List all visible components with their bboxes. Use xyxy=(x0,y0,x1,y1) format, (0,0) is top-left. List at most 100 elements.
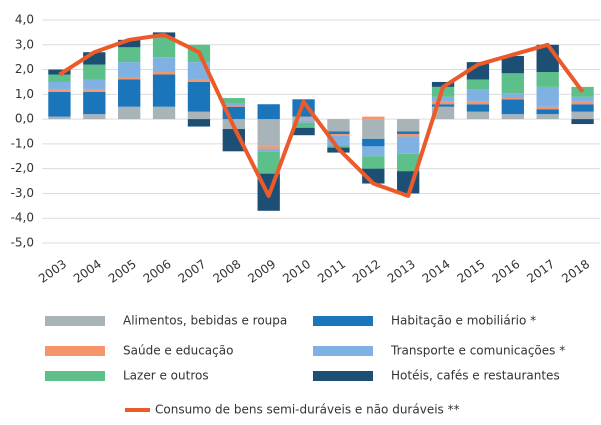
bar-segment xyxy=(118,79,141,107)
line-series xyxy=(58,32,585,198)
bar-segment xyxy=(397,119,420,132)
x-tick-label: 2009 xyxy=(245,257,278,286)
bar-segment xyxy=(536,86,559,107)
bar-segment xyxy=(187,79,211,82)
bar-segment xyxy=(257,119,280,147)
bar-segment xyxy=(83,79,106,90)
legend-swatch xyxy=(313,371,373,381)
bar-segment xyxy=(536,109,559,115)
bar-segment xyxy=(48,69,71,75)
bar-segment xyxy=(187,111,211,120)
x-tick-label: 2011 xyxy=(315,257,348,286)
legend-label: Habitação e mobiliário * xyxy=(391,314,536,328)
bar-segment xyxy=(536,114,559,120)
bar-segment xyxy=(222,98,245,104)
bar-segment xyxy=(466,104,490,112)
bar-segment xyxy=(152,74,176,107)
bar-segment xyxy=(257,146,280,149)
bar-segment xyxy=(466,111,490,120)
bar-segment xyxy=(327,131,350,134)
x-tick-label: 2016 xyxy=(489,257,522,286)
bar-segment xyxy=(397,133,420,137)
legend-swatch xyxy=(313,316,373,326)
bar-segment xyxy=(501,93,524,99)
bar-segment xyxy=(187,81,211,112)
legend-label: Transporte e comunicações * xyxy=(390,344,565,358)
bar-segment xyxy=(292,119,315,121)
bar-segment xyxy=(501,99,524,115)
x-tick-label: 2014 xyxy=(420,257,453,286)
bar-segment xyxy=(571,104,594,112)
x-tick-label: 2007 xyxy=(176,257,209,286)
y-tick-label: 0,0 xyxy=(15,112,34,126)
bar-segment xyxy=(118,39,141,48)
bar-segment xyxy=(362,116,385,120)
bar-segment xyxy=(152,37,176,58)
bar-segment xyxy=(501,98,524,100)
bar-segment xyxy=(222,103,245,106)
bar-segment xyxy=(466,89,490,102)
bar-segment xyxy=(571,86,594,97)
bar-segment xyxy=(327,133,350,136)
bar-segment xyxy=(292,120,315,123)
bar-segment xyxy=(466,79,490,90)
bar-segment xyxy=(152,72,176,75)
bar-segment xyxy=(48,74,71,82)
bar-segment xyxy=(571,111,594,120)
y-tick-label: 4,0 xyxy=(15,13,34,27)
x-tick-label: 2015 xyxy=(455,257,488,286)
legend-label: Hotéis, cafés e restaurantes xyxy=(391,369,560,383)
bar-segment xyxy=(327,135,350,146)
bar-segment xyxy=(48,89,71,92)
bar-segment xyxy=(48,116,71,120)
bar-segment xyxy=(362,138,385,147)
legend-swatch xyxy=(313,346,373,356)
bar-segment xyxy=(431,96,455,102)
bar-segment xyxy=(431,104,455,107)
bar-segment xyxy=(536,106,559,110)
bar-segment xyxy=(431,81,455,87)
bar-segment xyxy=(466,101,490,105)
bar-segment xyxy=(362,119,385,139)
bar-segment xyxy=(501,55,524,74)
bar-segment xyxy=(152,57,176,73)
bar-segment xyxy=(571,119,594,125)
legend-label: Consumo de bens semi-duráveis e não durá… xyxy=(155,403,460,417)
legend-label: Lazer e outros xyxy=(123,369,209,383)
bar-segment xyxy=(83,91,106,115)
bar-segment xyxy=(118,106,141,120)
bar-segment xyxy=(501,73,524,94)
bar-segment xyxy=(257,151,280,174)
bar-segment xyxy=(118,47,141,63)
y-tick-label: -3,0 xyxy=(11,186,34,200)
bar-segment xyxy=(501,114,524,120)
bar-segment xyxy=(571,96,594,102)
bar-segment xyxy=(118,62,141,77)
bar-segment xyxy=(152,106,176,120)
y-tick-label: -4,0 xyxy=(11,211,34,225)
bar-segment xyxy=(362,146,385,157)
x-tick-label: 2017 xyxy=(524,257,557,286)
bar-segment xyxy=(257,104,280,120)
x-tick-label: 2012 xyxy=(350,257,383,286)
x-tick-label: 2004 xyxy=(71,257,104,286)
x-tick-label: 2005 xyxy=(106,257,139,286)
legend-swatch xyxy=(45,371,105,381)
x-tick-label: 2013 xyxy=(385,257,418,286)
bar-segment xyxy=(187,119,211,127)
x-tick-label: 2018 xyxy=(559,257,592,286)
y-tick-label: 1,0 xyxy=(15,87,34,101)
bar-segment xyxy=(83,64,106,80)
legend-swatch xyxy=(45,346,105,356)
bar-segment xyxy=(118,76,141,80)
bar-segment xyxy=(292,127,315,136)
bar-segment xyxy=(83,114,106,120)
y-tick-label: 2,0 xyxy=(15,62,34,76)
bar-segment xyxy=(362,156,385,169)
y-tick-label: -5,0 xyxy=(11,236,34,250)
bar-segment xyxy=(571,101,594,105)
x-tick-label: 2006 xyxy=(141,257,174,286)
bar-segment xyxy=(397,136,420,154)
bar-segment xyxy=(222,105,245,107)
